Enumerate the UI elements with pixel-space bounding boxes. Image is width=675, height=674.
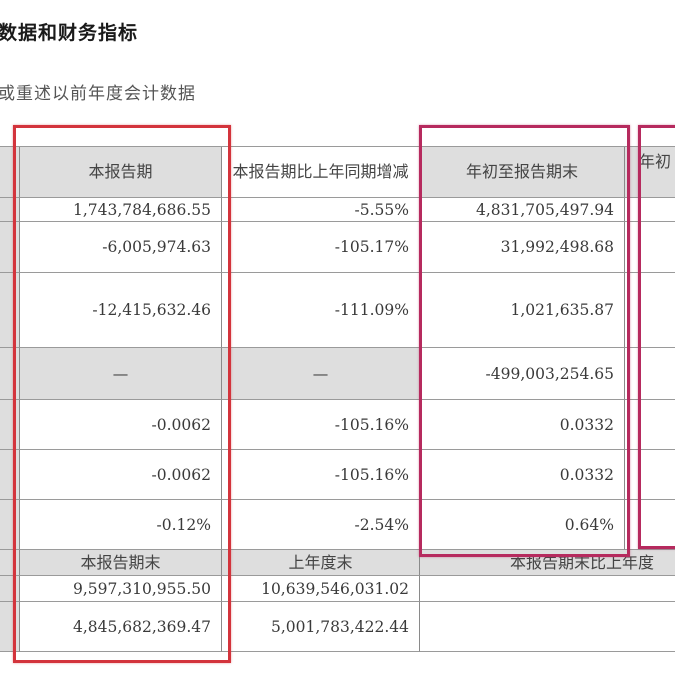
cell-ytd-prior [625, 222, 675, 273]
cell-ytd: 4,831,705,497.94 [420, 198, 625, 222]
row-label-cell [0, 400, 20, 450]
row-label-cell [0, 348, 20, 400]
row-label-cell [0, 222, 20, 273]
row-label-cell [0, 147, 20, 198]
cell-ytd-prior [625, 273, 675, 348]
cell-ytd-prior [625, 500, 675, 550]
header-yoy-change-label: 本报告期比上年同期增减 [232, 162, 409, 181]
row-label-cell [0, 500, 20, 550]
row-label-cell [0, 198, 20, 222]
header-current-period: 本报告期 [20, 147, 222, 198]
cell-ytd-prior [625, 198, 675, 222]
cell-yoy: -105.16% [222, 400, 420, 450]
cell-period-end: 4,845,682,369.47 [20, 602, 222, 652]
cell-current: -0.0062 [20, 400, 222, 450]
cell-ytd-prior [625, 348, 675, 400]
cell-current: -0.0062 [20, 450, 222, 500]
header-yoy-change: 本报告期比上年同期增减 [222, 147, 420, 198]
cell-yoy: -105.17% [222, 222, 420, 273]
cell-yoy: -2.54% [222, 500, 420, 550]
cell-ytd: 0.64% [420, 500, 625, 550]
cell-current: — [20, 348, 222, 400]
row-label-cell [0, 602, 20, 652]
cell-change [420, 602, 675, 652]
row-label-cell [0, 273, 20, 348]
cell-ytd: 1,021,635.87 [420, 273, 625, 348]
section-subtitle: 或重述以前年度会计数据 [0, 84, 196, 104]
cell-ytd-prior [625, 450, 675, 500]
cell-yoy: -111.09% [222, 273, 420, 348]
row-label-cell [0, 576, 20, 602]
cell-prior-year-end: 5,001,783,422.44 [222, 602, 420, 652]
row-label-cell [0, 450, 20, 500]
row-label-cell [0, 550, 20, 576]
cell-yoy: — [222, 348, 420, 400]
cell-yoy: -5.55% [222, 198, 420, 222]
header-ytd-prior: 年初 [625, 147, 675, 198]
cell-current: -12,415,632.46 [20, 273, 222, 348]
cell-ytd: 0.0332 [420, 400, 625, 450]
cell-change [420, 576, 675, 602]
cell-ytd: -499,003,254.65 [420, 348, 625, 400]
cell-current: -6,005,974.63 [20, 222, 222, 273]
cell-yoy: -105.16% [222, 450, 420, 500]
cell-current: -0.12% [20, 500, 222, 550]
cell-ytd: 31,992,498.68 [420, 222, 625, 273]
cell-ytd-prior [625, 400, 675, 450]
cell-current: 1,743,784,686.55 [20, 198, 222, 222]
table-top-border [0, 146, 675, 147]
cell-ytd: 0.0332 [420, 450, 625, 500]
header-prior-year-end: 上年度末 [222, 550, 420, 576]
header-change-vs-prior-year-end: 本报告期末比上年度 [420, 550, 675, 576]
cell-prior-year-end: 10,639,546,031.02 [222, 576, 420, 602]
section-title: 数据和财务指标 [0, 22, 139, 44]
cell-period-end: 9,597,310,955.50 [20, 576, 222, 602]
header-ytd: 年初至报告期末 [420, 147, 625, 198]
header-period-end: 本报告期末 [20, 550, 222, 576]
